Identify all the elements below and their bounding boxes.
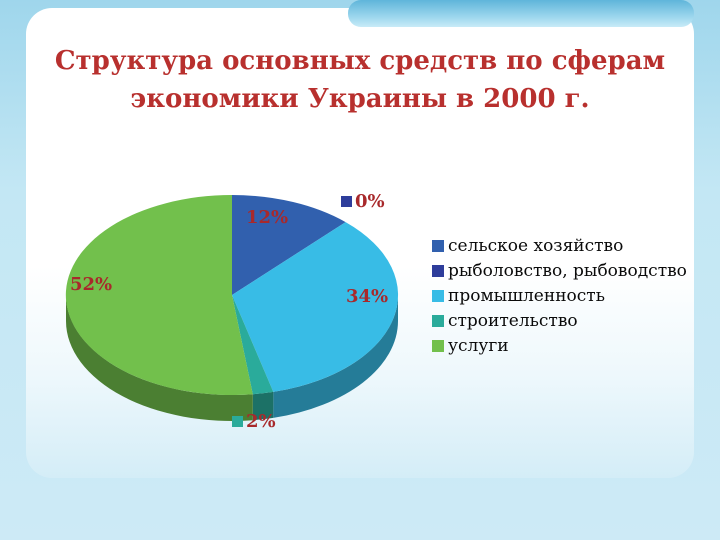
title-line-1: Структура основных средств по сферам xyxy=(54,46,666,76)
legend-item-industry: промышленность xyxy=(432,283,687,308)
data-label-construction: 2% xyxy=(232,411,276,432)
slide-title: Структура основных средств по сферам эко… xyxy=(0,42,720,118)
legend-item-services: услуги xyxy=(432,333,687,358)
data-label-agriculture-text: 12% xyxy=(246,207,289,228)
legend-label-agriculture: сельское хозяйство xyxy=(448,235,624,256)
data-label-fishing-text: 0% xyxy=(355,191,385,212)
legend-label-construction: строительство xyxy=(448,310,578,331)
top-accent-bar xyxy=(348,0,694,27)
legend-swatch-services xyxy=(432,339,444,352)
data-label-agriculture: 12% xyxy=(246,207,288,228)
legend-item-agriculture: сельское хозяйство xyxy=(432,233,687,258)
data-label-services-text: 52% xyxy=(70,274,113,295)
legend-label-services: услуги xyxy=(448,335,509,356)
data-label-industry: 34% xyxy=(346,286,388,307)
data-label-fishing: 0% xyxy=(341,191,385,212)
legend-swatch-fishing xyxy=(432,264,444,277)
data-label-services: 52% xyxy=(70,274,112,295)
legend-swatch-construction xyxy=(432,314,444,327)
legend-swatch-agriculture xyxy=(432,239,444,252)
legend-item-construction: строительство xyxy=(432,308,687,333)
title-line-2: экономики Украины в 2000 г. xyxy=(130,84,590,114)
construction-key-swatch xyxy=(232,416,243,427)
data-label-industry-text: 34% xyxy=(346,286,389,307)
legend-swatch-industry xyxy=(432,289,444,302)
legend-item-fishing: рыболовство, рыбоводство xyxy=(432,258,687,283)
fishing-key-swatch xyxy=(341,196,352,207)
chart-legend: сельское хозяйство рыболовство, рыбоводс… xyxy=(432,233,687,358)
data-label-construction-text: 2% xyxy=(246,411,276,432)
legend-label-fishing: рыболовство, рыбоводство xyxy=(448,260,687,281)
legend-label-industry: промышленность xyxy=(448,285,605,306)
